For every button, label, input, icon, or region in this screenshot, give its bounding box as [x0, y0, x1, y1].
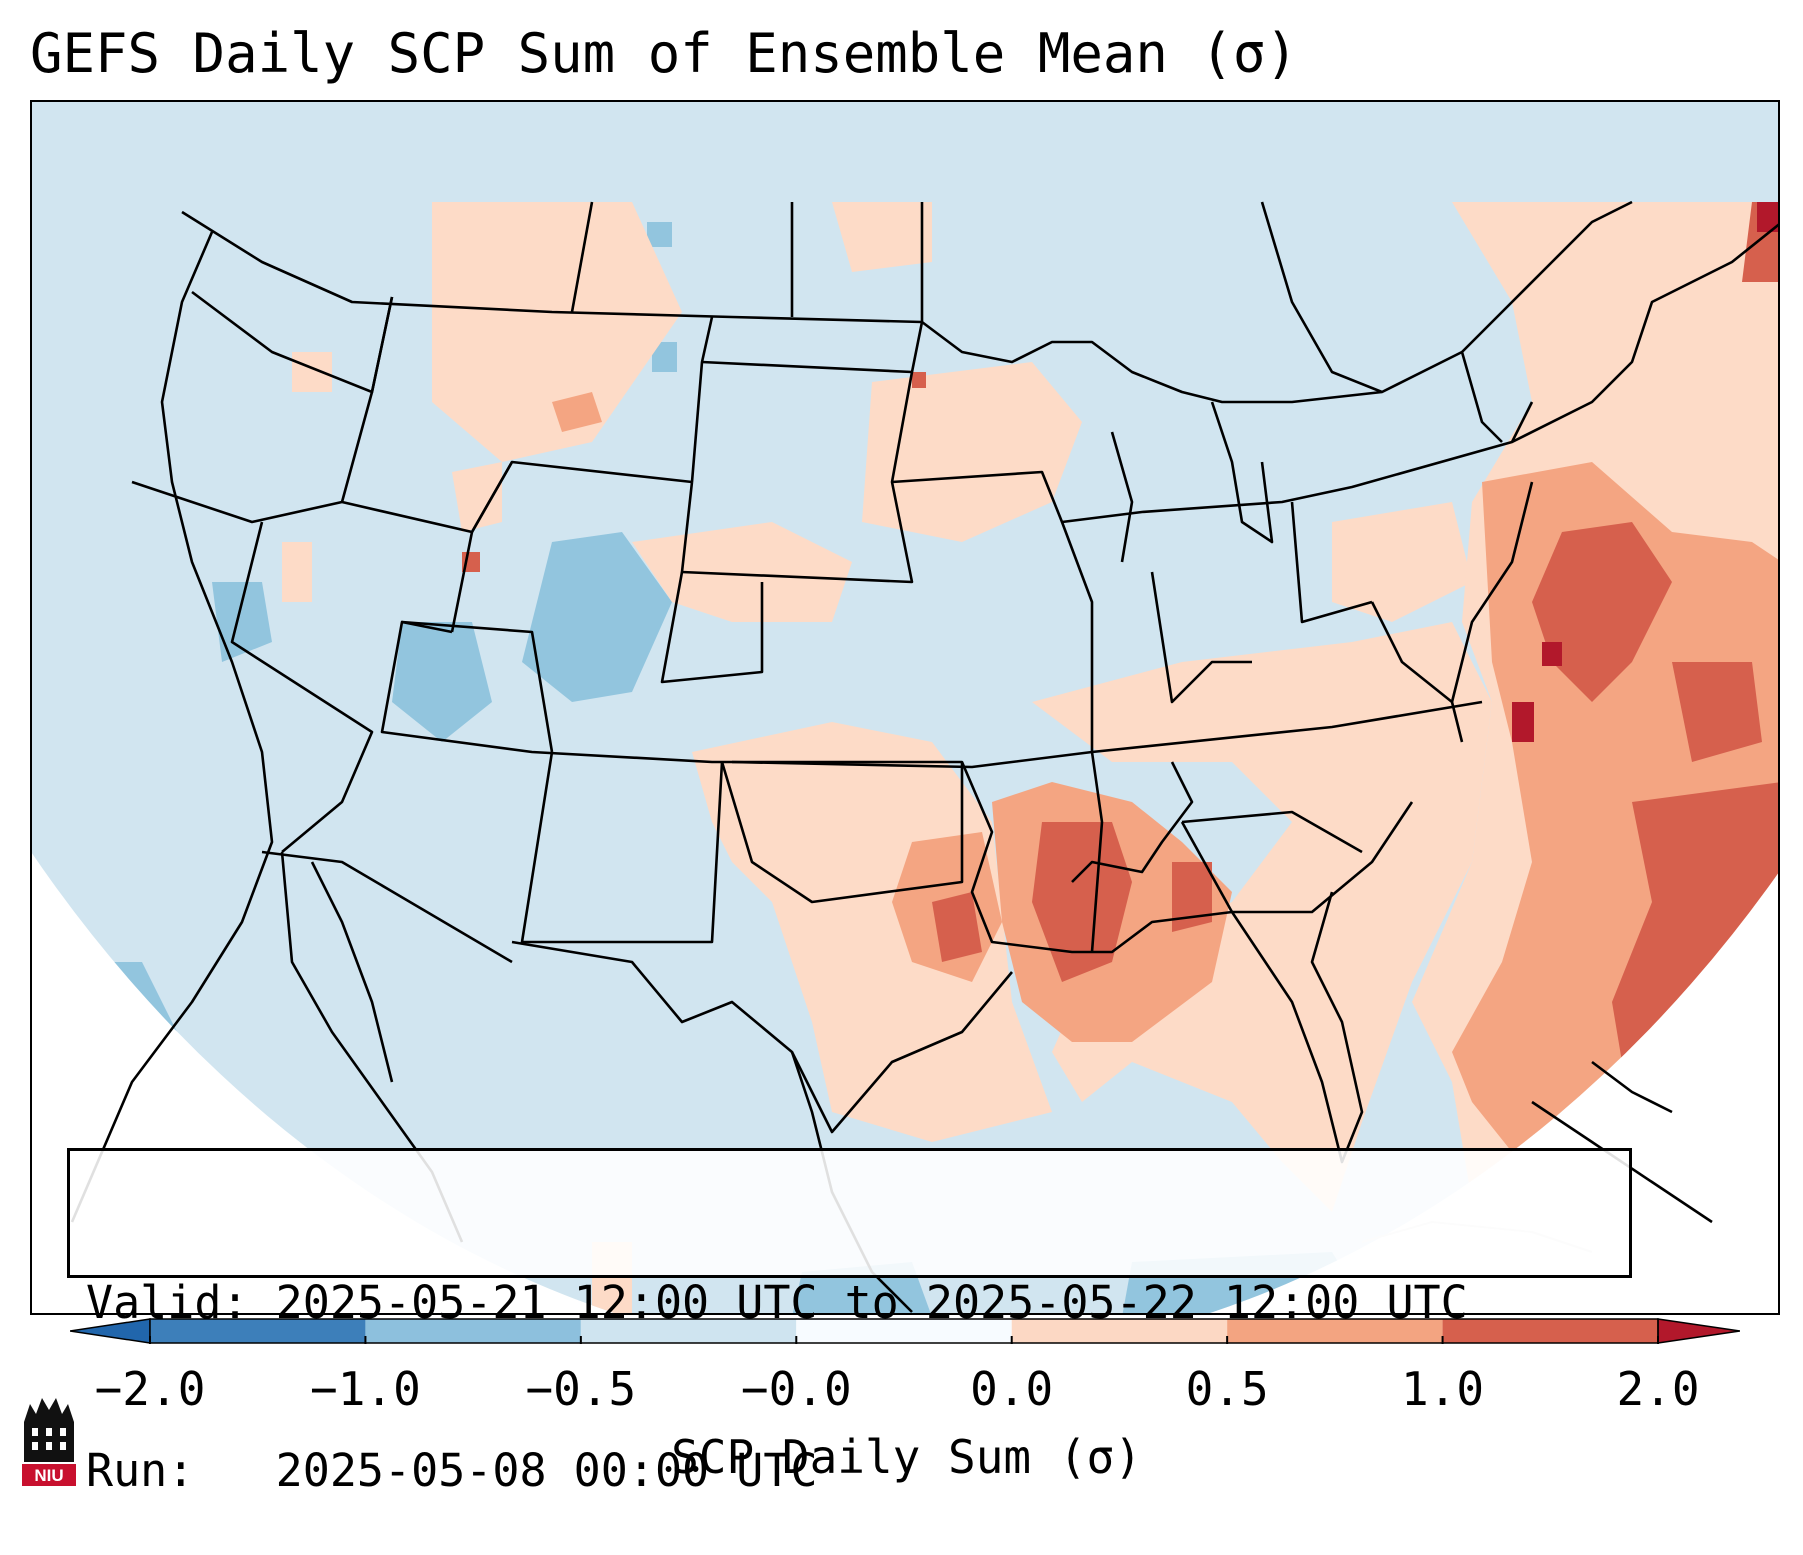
- colorbar-segment: [580, 1319, 797, 1343]
- colorbar-label: SCP Daily Sum (σ): [671, 1430, 1142, 1484]
- colorbar-tick-label: −0.5: [525, 1362, 637, 1416]
- run-row: Run: 2025-05-08 00:00 UTC: [86, 1443, 1613, 1499]
- colorbar-extend-high: [1657, 1318, 1740, 1344]
- colorbar-tick-label: 1.0: [1401, 1362, 1485, 1416]
- colorbar-segment: [796, 1319, 1012, 1343]
- colorbar-segment: [1442, 1319, 1658, 1343]
- logo-text: NIU: [34, 1466, 63, 1485]
- colorbar-tick-label: −1.0: [310, 1362, 421, 1416]
- valid-run-info-box: Valid: 2025-05-21 12:00 UTC to 2025-05-2…: [67, 1148, 1632, 1497]
- run-label: Run:: [86, 1444, 195, 1497]
- colorbar-segment: [365, 1319, 581, 1343]
- map-panel: [30, 100, 1780, 1315]
- colorbar-extend-low: [70, 1318, 151, 1344]
- colorbar-tick-label: 0.0: [970, 1362, 1054, 1416]
- colorbar-tick-label: −2.0: [94, 1362, 206, 1416]
- colorbar-tick-label: 2.0: [1616, 1362, 1700, 1416]
- colorbar-tick-labels: −2.0 −1.0 −0.5 −0.0 0.0 0.5 1.0 2.0: [0, 1362, 1803, 1422]
- political-boundaries: [70, 200, 1778, 1313]
- niu-logo: NIU: [22, 1398, 76, 1486]
- colorbar-segment: [1011, 1319, 1228, 1343]
- colorbar-segment: [150, 1319, 366, 1343]
- run-value: 2025-05-08 00:00 UTC: [275, 1444, 818, 1497]
- map-title: GEFS Daily SCP Sum of Ensemble Mean (σ): [30, 22, 1298, 85]
- colorbar-tick-label: 0.5: [1185, 1362, 1269, 1416]
- colorbar-tick-label: −0.0: [740, 1362, 852, 1416]
- positive-anomaly-max: [1512, 202, 1778, 742]
- colorbar-segment: [1227, 1319, 1443, 1343]
- scp-map: [32, 102, 1778, 1313]
- colorbar: [70, 1318, 1740, 1344]
